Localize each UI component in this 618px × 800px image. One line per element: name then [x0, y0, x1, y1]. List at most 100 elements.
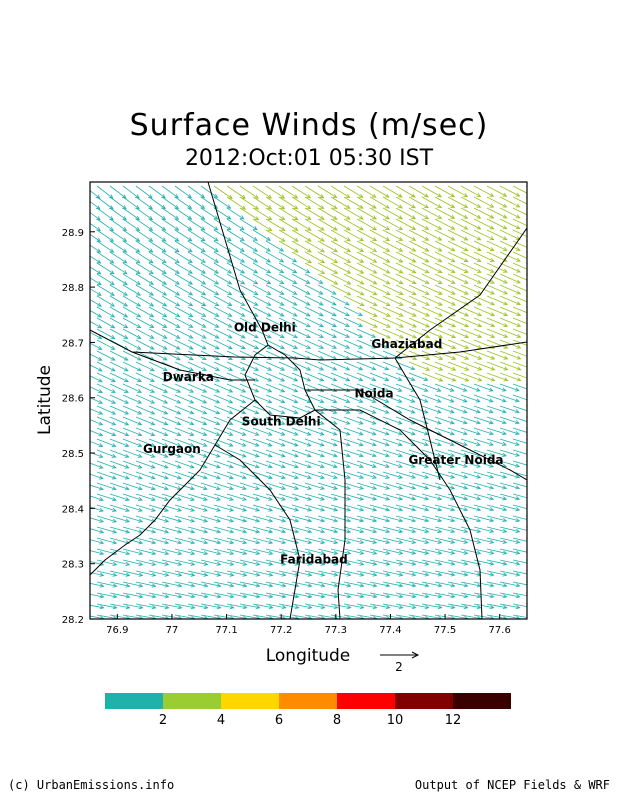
wind-arrow-head	[162, 269, 167, 274]
wind-arrow-head	[346, 507, 352, 512]
wind-arrow	[161, 581, 182, 587]
wind-arrow	[486, 559, 507, 565]
wind-arrow-head	[266, 312, 272, 317]
wind-arrow	[408, 537, 429, 544]
wind-arrow	[460, 185, 481, 197]
wind-arrow	[486, 416, 507, 424]
wind-arrow	[330, 548, 351, 555]
wind-arrow	[96, 273, 115, 285]
wind-arrow-head	[189, 367, 194, 371]
wind-arrow	[499, 537, 520, 543]
wind-arrow-head	[267, 420, 273, 425]
wind-arrow-head	[138, 561, 144, 566]
wind-arrow-head	[437, 507, 443, 512]
wind-arrow	[213, 592, 234, 598]
wind-arrow-head	[384, 398, 390, 403]
wind-arrow-head	[411, 561, 417, 566]
wind-arrow	[265, 482, 286, 490]
wind-arrow	[239, 372, 259, 382]
wind-arrow	[486, 229, 507, 240]
wind-arrow	[148, 504, 169, 512]
wind-arrow	[473, 570, 494, 576]
wind-arrow	[434, 229, 455, 241]
x-ticks: 76.9 77 77.1 77.2 77.3 77.4 77.5 77.6	[106, 614, 511, 636]
wind-arrow	[460, 515, 481, 522]
place-label: Old Delhi	[234, 320, 296, 334]
wind-arrow	[499, 218, 520, 230]
wind-arrow	[486, 251, 508, 262]
wind-arrow-head	[177, 551, 183, 556]
wind-arrow-head	[385, 280, 391, 285]
wind-arrow-head	[489, 528, 495, 533]
wind-arrow	[187, 581, 208, 587]
wind-arrow	[291, 251, 312, 264]
wind-arrow	[395, 504, 416, 511]
wind-arrow	[421, 471, 442, 479]
wind-arrow	[486, 493, 507, 500]
wind-arrow-head	[450, 193, 456, 198]
wind-arrow	[330, 592, 351, 598]
wind-arrow	[304, 570, 325, 576]
wind-arrow	[421, 372, 443, 382]
wind-arrow-head	[137, 378, 142, 382]
wind-arrow-head	[109, 280, 115, 286]
wind-arrow	[96, 482, 117, 490]
wind-arrow	[330, 361, 350, 371]
wind-arrow-head	[241, 453, 247, 458]
y-tick-label: 28.4	[62, 504, 84, 515]
wind-arrow-head	[541, 518, 545, 521]
wind-arrow	[447, 372, 469, 382]
wind-arrow	[265, 471, 286, 479]
wind-arrow-head	[293, 215, 299, 221]
wind-arrow	[512, 196, 527, 205]
wind-arrow-head	[489, 561, 495, 566]
wind-arrow	[148, 460, 168, 469]
wind-arrow	[304, 317, 324, 327]
wind-arrow	[122, 416, 142, 426]
wind-arrow	[239, 416, 259, 425]
wind-arrow-head	[476, 604, 482, 610]
wind-arrow	[96, 493, 117, 501]
wind-arrow	[122, 229, 140, 242]
wind-arrow-head	[450, 204, 456, 208]
wind-arrow	[148, 548, 169, 555]
wind-arrow	[473, 361, 495, 371]
wind-arrow	[317, 196, 337, 209]
wind-arrow	[473, 383, 493, 392]
wind-arrow	[382, 372, 402, 381]
wind-arrow-head	[163, 475, 169, 480]
wind-arrow	[252, 372, 272, 382]
wind-arrow-head	[437, 247, 443, 252]
wind-arrow-head	[477, 323, 483, 328]
wind-arrow	[109, 405, 129, 415]
wind-arrow-head	[148, 237, 154, 242]
footer-credit: (c) UrbanEmissions.info	[8, 778, 175, 792]
wind-arrow-head	[320, 529, 326, 534]
wind-arrow-head	[320, 572, 326, 577]
wind-arrow-head	[214, 291, 220, 296]
wind-arrow-head	[411, 258, 417, 263]
wind-arrow-head	[122, 270, 128, 275]
wind-arrow	[226, 482, 247, 490]
wind-arrow	[96, 548, 117, 555]
wind-arrow-head	[241, 399, 247, 404]
wind-arrow-head	[503, 333, 509, 338]
wind-arrow	[421, 537, 442, 544]
wind-arrow	[343, 185, 364, 198]
y-tick-label: 28.5	[62, 449, 84, 460]
wind-arrow-head	[229, 561, 235, 566]
wind-arrow	[317, 306, 337, 317]
wind-arrow	[369, 581, 390, 587]
wind-arrow-head	[372, 291, 378, 296]
wind-arrow	[343, 548, 364, 555]
wind-arrow-head	[398, 550, 404, 555]
wind-arrow	[434, 526, 455, 533]
wind-arrow	[395, 328, 417, 339]
wind-arrow-head	[188, 323, 194, 328]
wind-arrow	[200, 394, 220, 404]
wind-arrow	[486, 361, 508, 371]
wind-arrow	[499, 273, 521, 284]
wind-arrow-head	[371, 431, 377, 436]
wind-arrow	[330, 350, 350, 360]
wind-arrow-head	[268, 572, 274, 577]
